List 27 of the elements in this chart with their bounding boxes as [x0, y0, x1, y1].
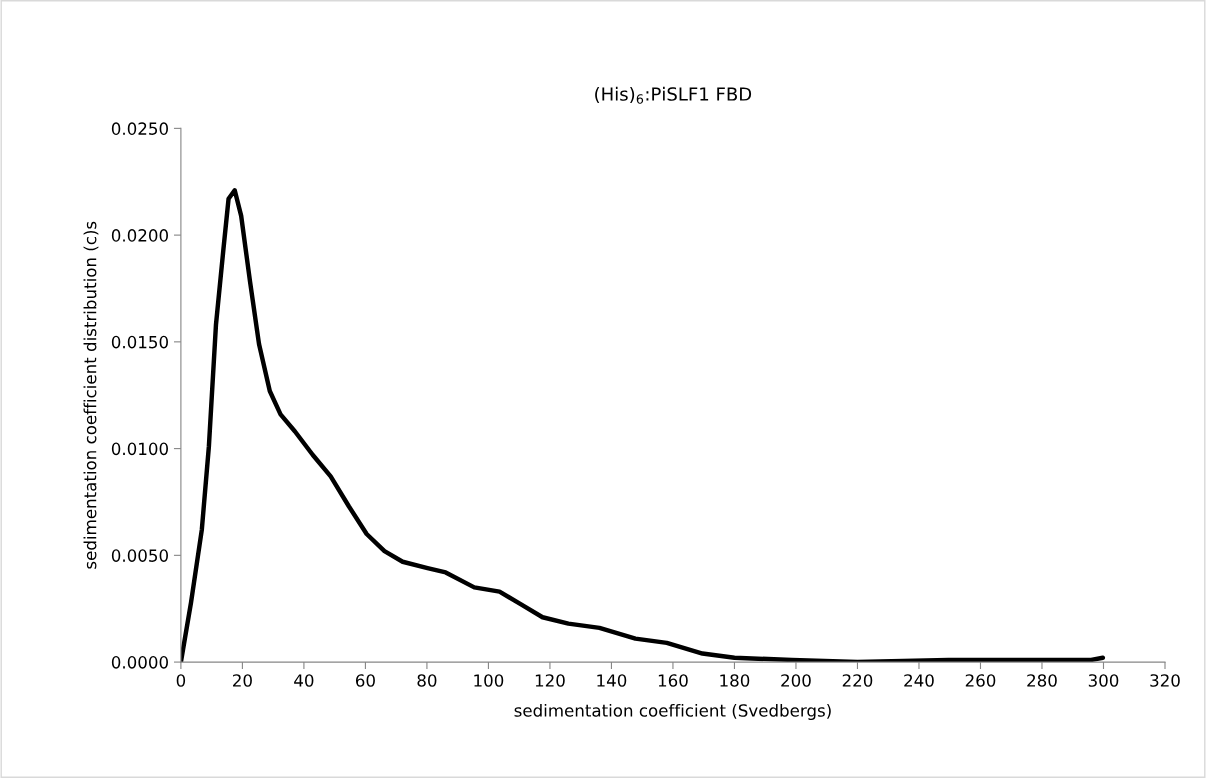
x-tick-label: 100 — [474, 674, 504, 687]
line-series — [180, 188, 1106, 663]
x-axis-title: sedimentation coefficient (Svedbergs) — [514, 703, 831, 721]
y-tick-label: 0.0150 — [111, 335, 168, 349]
x-tick-label: 320 — [1150, 674, 1180, 687]
x-tick-label: 300 — [1088, 674, 1119, 687]
x-tick-label: 120 — [535, 674, 565, 687]
x-tick-label: 200 — [781, 674, 811, 687]
x-tick-label: 20 — [233, 674, 252, 687]
x-tick-label: 40 — [294, 674, 314, 687]
x-tick-label: 140 — [597, 674, 627, 687]
x-tick-label: 0 — [176, 674, 186, 687]
x-tick-label: 280 — [1027, 674, 1057, 687]
x-tick-label: 220 — [842, 674, 873, 687]
y-tick-label: 0.0050 — [111, 549, 168, 562]
x-tick-label: 180 — [720, 674, 750, 687]
y-tick-label: 0.0000 — [111, 656, 168, 669]
x-tick-label: 80 — [417, 674, 437, 687]
y-tick-label: 0.0100 — [111, 442, 168, 456]
y-axis-title: sedimentation coefficient distribution (c)s — [83, 221, 99, 569]
chart-title: (His)$_{6}$:PiSLF1 FBD — [595, 86, 752, 104]
y-tick-label: 0.0250 — [111, 122, 168, 135]
x-tick-label: 240 — [904, 674, 934, 687]
x-tick-label: 260 — [965, 674, 996, 687]
y-tick-label: 0.0200 — [111, 229, 168, 242]
x-tick-label: 60 — [355, 674, 375, 687]
x-tick-label: 160 — [658, 674, 688, 687]
